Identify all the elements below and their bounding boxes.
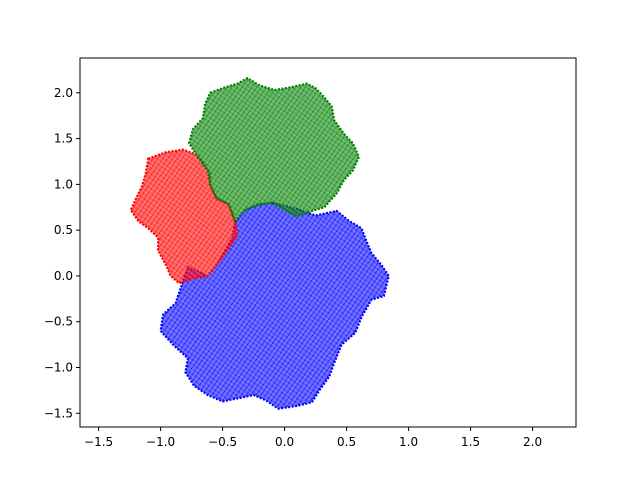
y-tick-label: 1.0: [54, 177, 73, 191]
series-layer: [129, 77, 390, 410]
x-tick-label: 2.0: [523, 435, 542, 449]
x-tick-label: −1.5: [84, 435, 113, 449]
x-tick-label: −1.0: [146, 435, 175, 449]
x-axis: −1.5 −1.0 −0.5 0.0 0.5 1.0 1.5 2.0: [84, 427, 542, 449]
y-axis: −1.5 −1.0 −0.5 0.0 0.5 1.0 1.5 2.0: [44, 86, 80, 420]
x-tick-label: 0.5: [337, 435, 356, 449]
x-tick-label: 0.0: [275, 435, 294, 449]
plot-frame: [79, 57, 577, 428]
y-tick-label: −1.5: [44, 406, 73, 420]
y-tick-label: 0.5: [54, 223, 73, 237]
x-tick-label: 1.5: [461, 435, 480, 449]
y-tick-label: −0.5: [44, 315, 73, 329]
x-tick-label: 1.0: [399, 435, 418, 449]
x-tick-label: −0.5: [208, 435, 237, 449]
y-tick-label: 1.5: [54, 132, 73, 146]
y-tick-label: 2.0: [54, 86, 73, 100]
y-tick-label: −1.0: [44, 360, 73, 374]
y-tick-label: 0.0: [54, 269, 73, 283]
series-3-points: [188, 77, 361, 223]
